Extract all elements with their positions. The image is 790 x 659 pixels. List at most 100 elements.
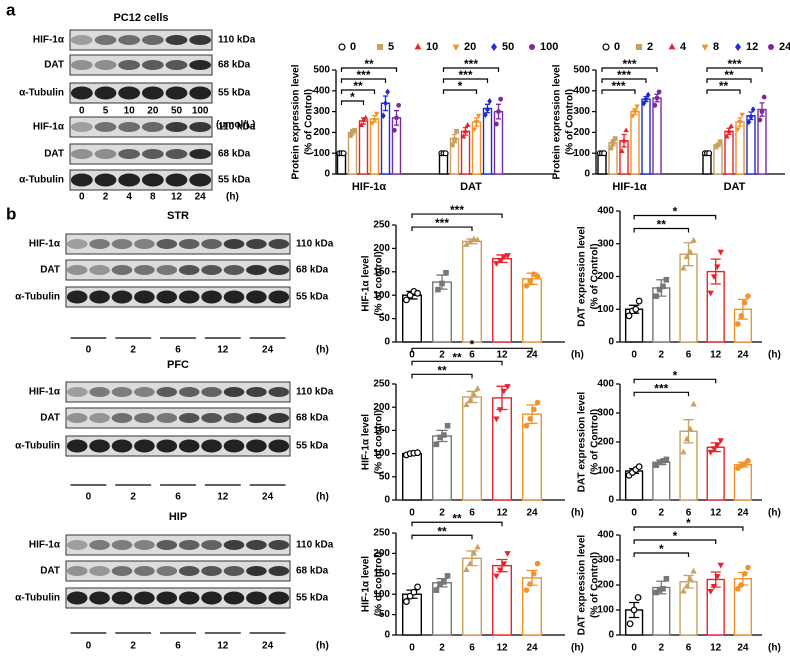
y-tick-label: 300 bbox=[597, 408, 614, 419]
blot-band bbox=[156, 439, 178, 453]
data-point bbox=[748, 113, 754, 121]
blot-size-label: 110 kDa bbox=[218, 122, 256, 133]
significance-label: *** bbox=[435, 216, 449, 230]
significance-bracket bbox=[633, 552, 690, 557]
data-point bbox=[473, 120, 480, 125]
significance-bracket bbox=[340, 100, 365, 105]
data-point bbox=[466, 396, 474, 403]
data-point bbox=[443, 269, 449, 276]
legend-marker bbox=[529, 44, 535, 50]
data-point bbox=[634, 594, 642, 601]
data-point bbox=[470, 235, 478, 242]
data-point bbox=[462, 128, 469, 134]
data-point bbox=[717, 562, 724, 569]
data-point bbox=[680, 264, 687, 271]
significance-label: ** bbox=[724, 68, 734, 82]
blot-band bbox=[223, 290, 245, 304]
significance-bracket bbox=[601, 78, 647, 83]
significance-label: *** bbox=[356, 68, 370, 82]
data-point bbox=[373, 111, 380, 117]
legend-marker bbox=[701, 44, 709, 51]
data-point bbox=[735, 321, 741, 327]
data-point bbox=[625, 312, 633, 320]
y-tick-label: 250 bbox=[373, 220, 390, 231]
x-tick-label: DAT bbox=[724, 181, 746, 193]
data-point bbox=[738, 582, 745, 588]
bar bbox=[492, 257, 513, 343]
data-point bbox=[493, 416, 500, 423]
blot-band bbox=[134, 566, 155, 576]
blot-band bbox=[66, 439, 88, 453]
blot-band bbox=[134, 239, 155, 249]
significance-label: * bbox=[470, 337, 475, 351]
data-point bbox=[686, 248, 694, 255]
bar bbox=[347, 131, 358, 175]
y-tick-label: 500 bbox=[573, 65, 590, 76]
significance-bracket bbox=[633, 539, 717, 544]
y-axis-label: Protein expression level bbox=[552, 64, 563, 179]
data-point bbox=[391, 127, 397, 133]
data-point bbox=[706, 150, 713, 157]
blot-size-label: 68 kDa bbox=[296, 566, 329, 577]
legend-marker bbox=[491, 42, 497, 52]
legend-label: 20 bbox=[464, 41, 476, 53]
blot-title: PFC bbox=[167, 359, 189, 371]
data-point bbox=[362, 114, 369, 120]
blot-band bbox=[201, 387, 222, 397]
data-point bbox=[656, 587, 663, 593]
y-tick-label: 150 bbox=[373, 425, 390, 436]
blot-band bbox=[201, 413, 222, 423]
y-tick-label: 0 bbox=[584, 169, 590, 180]
data-point bbox=[630, 113, 636, 119]
blot-band bbox=[156, 591, 178, 605]
significance-label: *** bbox=[622, 57, 636, 71]
blot-title: PC12 cells bbox=[113, 12, 168, 24]
data-point bbox=[500, 254, 508, 261]
x-tick-label: 24 bbox=[526, 350, 538, 361]
lane-label: 0 bbox=[79, 106, 85, 117]
blot-band bbox=[178, 413, 200, 423]
blot-band bbox=[223, 439, 245, 453]
data-point bbox=[759, 109, 765, 114]
data-point bbox=[466, 238, 474, 245]
blot-band bbox=[178, 239, 200, 249]
blot-band bbox=[94, 86, 117, 100]
y-tick-label: 400 bbox=[597, 379, 614, 390]
y-tick-label: 400 bbox=[313, 85, 330, 96]
blot-row-label: HIF-1α bbox=[29, 540, 61, 551]
significance-label: * bbox=[673, 529, 678, 543]
significance-label: * bbox=[673, 205, 678, 219]
y-tick-label: 300 bbox=[597, 555, 614, 566]
data-point bbox=[504, 253, 511, 259]
blot-band bbox=[268, 591, 290, 605]
data-point bbox=[645, 91, 651, 99]
significance-bracket bbox=[411, 521, 503, 527]
significance-bracket bbox=[633, 526, 744, 531]
blot-band bbox=[111, 439, 133, 453]
data-point bbox=[504, 384, 511, 390]
blot-band bbox=[268, 566, 290, 576]
blot-band bbox=[201, 239, 222, 249]
bar bbox=[493, 110, 504, 175]
data-point bbox=[433, 587, 440, 593]
y-axis-label: DAT expression level bbox=[577, 392, 588, 493]
blot-size-label: 68 kDa bbox=[218, 149, 251, 160]
data-point bbox=[452, 137, 457, 143]
y-tick-label: 100 bbox=[597, 304, 614, 315]
data-point bbox=[403, 598, 410, 605]
data-point bbox=[475, 113, 482, 119]
data-point bbox=[442, 150, 449, 157]
data-point bbox=[717, 249, 724, 256]
legend-marker bbox=[768, 44, 774, 50]
blot-band bbox=[70, 35, 93, 45]
blot-band bbox=[118, 86, 141, 100]
blot-band bbox=[66, 413, 88, 423]
blot-band bbox=[178, 290, 200, 304]
blot-band bbox=[201, 290, 222, 304]
data-point bbox=[433, 441, 440, 448]
x-tick-label: 6 bbox=[686, 508, 692, 519]
data-point bbox=[414, 449, 421, 457]
data-point bbox=[466, 560, 474, 566]
data-point bbox=[534, 560, 541, 567]
data-point bbox=[660, 585, 666, 592]
